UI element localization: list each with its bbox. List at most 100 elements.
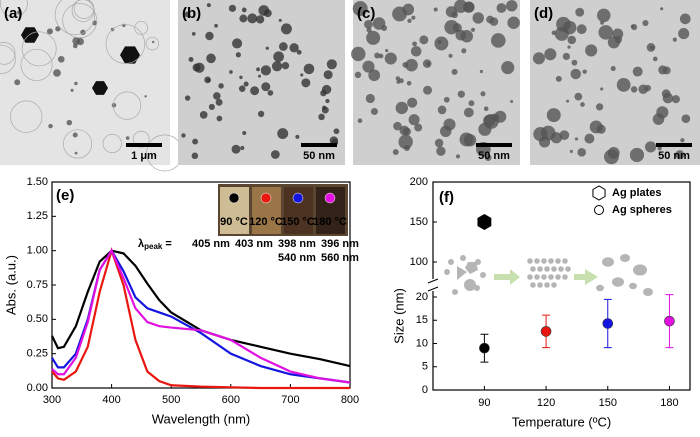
y-tick-label: 0 — [422, 384, 428, 396]
particle — [295, 134, 300, 139]
particle — [321, 106, 329, 114]
schematic-dot — [555, 258, 561, 264]
particle — [55, 26, 61, 32]
particle — [241, 7, 247, 13]
particle — [584, 133, 595, 144]
particle — [365, 93, 375, 104]
particle — [72, 43, 78, 49]
ring — [54, 0, 96, 35]
particle — [562, 52, 570, 61]
particle — [662, 66, 671, 75]
ring — [105, 24, 146, 64]
peak-label: 560 nm — [321, 252, 359, 264]
scale-bar-label: 1 μm — [131, 150, 157, 162]
panel-label: (a) — [4, 5, 22, 22]
x-tick-label: 150 — [599, 397, 617, 409]
particle — [555, 75, 562, 82]
ring — [0, 42, 16, 65]
particle — [362, 60, 375, 73]
schematic-dot — [460, 255, 466, 261]
sphere-point — [479, 342, 490, 354]
particle — [53, 69, 61, 77]
particle — [57, 55, 65, 63]
peak-label: 398 nm — [278, 238, 316, 250]
particle — [597, 8, 611, 23]
y-tick-label: 0.75 — [27, 279, 48, 291]
legend-label: Ag plates — [612, 187, 662, 199]
particle — [232, 38, 243, 49]
particle — [507, 16, 520, 29]
particle — [352, 1, 368, 17]
particle — [423, 85, 433, 95]
legend-dot — [228, 192, 240, 204]
schematic-dot — [544, 282, 550, 288]
particle — [445, 6, 458, 18]
panel-label: (b) — [182, 5, 201, 22]
particle — [470, 27, 476, 32]
particle — [405, 58, 418, 72]
particle — [575, 7, 585, 17]
panel-label: (c) — [357, 5, 375, 22]
sphere-point — [602, 318, 614, 329]
particle — [257, 110, 265, 118]
particle — [74, 81, 78, 86]
particle — [681, 114, 691, 124]
plate — [120, 46, 140, 64]
particle — [257, 74, 261, 78]
particle — [247, 13, 258, 24]
particle — [660, 7, 664, 11]
y-tick-label: 0.00 — [27, 382, 48, 394]
particle — [329, 136, 339, 145]
particle — [374, 52, 381, 59]
particle — [678, 28, 690, 40]
particle — [320, 89, 327, 97]
x-tick-label: 90 — [478, 397, 490, 409]
particle — [461, 48, 467, 54]
peak-annotation-part: λ — [138, 238, 144, 250]
particle — [256, 67, 260, 72]
particle — [205, 31, 214, 41]
particle — [539, 136, 551, 148]
schematic-dot — [452, 289, 458, 295]
particle — [440, 125, 452, 138]
particle — [580, 102, 585, 107]
particle — [191, 32, 196, 36]
particle — [571, 59, 578, 66]
schematic-dot — [541, 258, 547, 264]
particle — [472, 12, 484, 24]
schematic-dot — [551, 282, 557, 288]
particle — [385, 49, 389, 53]
particle — [277, 128, 289, 140]
particle — [326, 59, 337, 70]
particle — [451, 68, 458, 75]
peak-annotation-part: peak — [144, 242, 163, 251]
ring — [71, 0, 95, 22]
schematic-dot — [530, 266, 536, 272]
schematic-blob — [596, 284, 604, 292]
y-tick-label: 5 — [422, 361, 428, 373]
particle — [213, 92, 221, 100]
particle — [229, 70, 233, 74]
legend-plate-marker — [592, 185, 606, 201]
legend-label: 120 °C — [249, 216, 283, 228]
schematic-dot — [475, 259, 481, 265]
particle — [296, 49, 302, 55]
particle — [231, 144, 241, 154]
particle — [238, 85, 246, 92]
y-tick-label: 1.50 — [27, 176, 48, 188]
tem-image — [0, 0, 170, 165]
particle — [278, 18, 282, 22]
particle — [598, 25, 614, 40]
x-axis-title: Wavelength (nm) — [152, 411, 251, 426]
y-axis-title: Size (nm) — [391, 288, 406, 344]
particle — [206, 53, 216, 64]
particle — [399, 125, 410, 136]
particle — [652, 113, 665, 125]
particle — [325, 98, 330, 104]
schematic-dot — [534, 258, 540, 264]
schematic-dot — [541, 274, 547, 280]
particle — [616, 77, 631, 92]
ring — [62, 3, 98, 39]
scale-bar — [301, 143, 337, 147]
schematic-dot — [562, 258, 568, 264]
